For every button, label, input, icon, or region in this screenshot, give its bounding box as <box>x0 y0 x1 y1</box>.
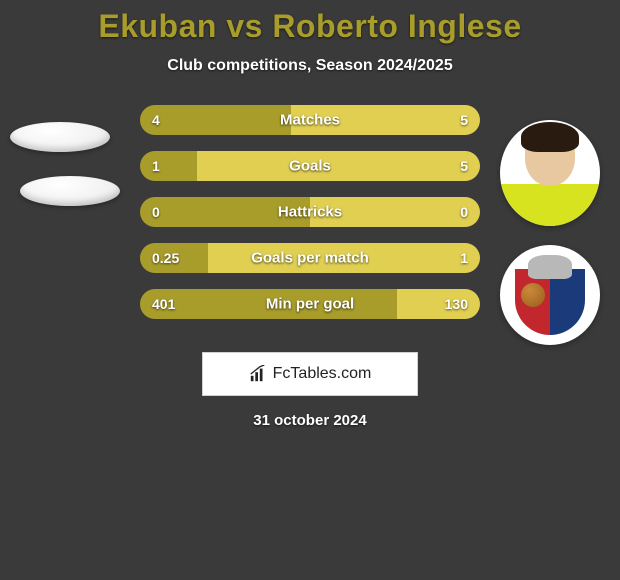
comparison-row: 0.25 1 Goals per match <box>0 243 620 273</box>
value-right: 5 <box>460 112 468 128</box>
watermark-text: FcTables.com <box>273 365 372 383</box>
metric-label: Goals <box>289 158 331 175</box>
value-left: 1 <box>152 158 160 174</box>
comparison-row: 0 0 Hattricks <box>0 197 620 227</box>
bar-right <box>197 151 480 181</box>
page-title: Ekuban vs Roberto Inglese <box>0 8 620 45</box>
comparison-row: 1 5 Goals <box>0 151 620 181</box>
bar-left <box>140 105 291 135</box>
bar-track: 401 130 Min per goal <box>140 289 480 319</box>
comparison-card: Ekuban vs Roberto Inglese Club competiti… <box>0 0 620 580</box>
comparison-row: 4 5 Matches <box>0 105 620 135</box>
metric-label: Min per goal <box>266 296 354 313</box>
bar-track: 1 5 Goals <box>140 151 480 181</box>
value-right: 130 <box>445 296 468 312</box>
value-left: 401 <box>152 296 175 312</box>
date-label: 31 october 2024 <box>0 412 620 429</box>
comparison-table: 4 5 Matches 1 5 Goals 0 0 Hattricks 0.25 1 Goals pe… <box>0 105 620 319</box>
metric-label: Goals per match <box>251 250 369 267</box>
metric-label: Matches <box>280 112 340 129</box>
bar-track: 0 0 Hattricks <box>140 197 480 227</box>
value-right: 1 <box>460 250 468 266</box>
value-left: 0.25 <box>152 250 179 266</box>
value-left: 0 <box>152 204 160 220</box>
bar-track: 0.25 1 Goals per match <box>140 243 480 273</box>
value-right: 0 <box>460 204 468 220</box>
chart-icon <box>249 365 267 383</box>
subtitle: Club competitions, Season 2024/2025 <box>0 57 620 75</box>
metric-label: Hattricks <box>278 204 342 221</box>
comparison-row: 401 130 Min per goal <box>0 289 620 319</box>
value-right: 5 <box>460 158 468 174</box>
value-left: 4 <box>152 112 160 128</box>
watermark: FcTables.com <box>202 352 418 396</box>
bar-left <box>140 151 197 181</box>
bar-track: 4 5 Matches <box>140 105 480 135</box>
